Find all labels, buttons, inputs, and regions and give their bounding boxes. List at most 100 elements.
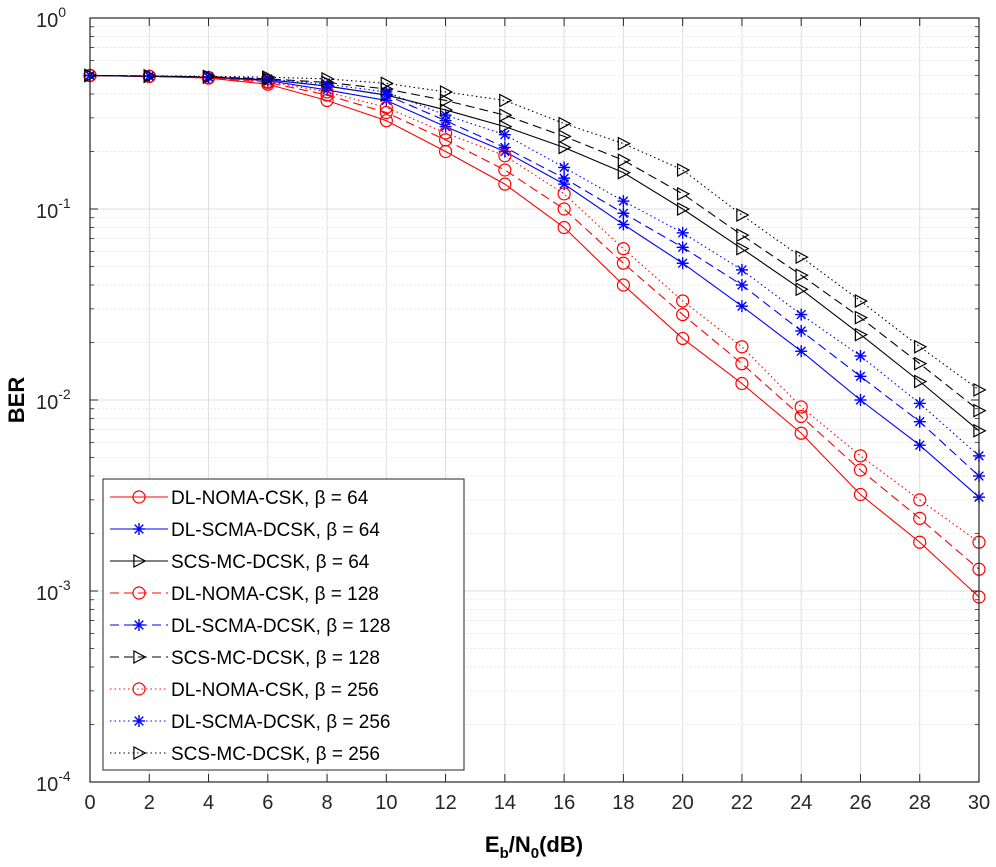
- data-point: [735, 300, 748, 313]
- data-point: [794, 426, 808, 440]
- data-point: [379, 105, 393, 120]
- legend-box: [102, 478, 465, 771]
- data-point: [133, 554, 147, 568]
- data-point: [676, 307, 690, 322]
- x-tick-label: 28: [909, 792, 931, 814]
- data-point: [676, 163, 691, 178]
- series-layer: [83, 68, 987, 604]
- data-point: [558, 140, 572, 155]
- data-point: [795, 308, 808, 321]
- series-8: [84, 69, 985, 462]
- data-point: [132, 682, 146, 696]
- data-point: [617, 165, 631, 180]
- x-tick-label: 2: [144, 792, 155, 814]
- legend-label: SCS-MC-DCSK, β = 64: [171, 552, 370, 573]
- data-point: [854, 310, 869, 325]
- data-point: [262, 70, 276, 85]
- data-point: [498, 149, 512, 163]
- data-point: [499, 93, 513, 108]
- data-point: [913, 439, 926, 452]
- star-stroke: [677, 242, 688, 253]
- legend: DL-NOMA-CSK, β = 64 DL-SCMA-DCSK, β = 64 S…: [102, 478, 465, 771]
- data-point: [617, 218, 630, 231]
- data-point: [498, 128, 511, 141]
- data-point: [795, 324, 808, 337]
- legend-entry: DL-SCMA-DCSK, β = 256: [110, 712, 390, 733]
- star-stroke: [914, 416, 925, 427]
- data-point: [132, 490, 146, 504]
- data-point: [736, 228, 750, 243]
- data-point: [133, 650, 147, 664]
- data-point: [439, 109, 452, 122]
- x-tick-label: 30: [968, 792, 990, 814]
- legend-entry: DL-SCMA-DCSK, β = 128: [110, 616, 390, 637]
- data-point: [914, 339, 928, 354]
- legend-entry: SCS-MC-DCSK, β = 64: [110, 552, 370, 573]
- data-point: [558, 172, 571, 185]
- legend-entry: DL-NOMA-CSK, β = 256: [110, 680, 379, 701]
- x-tick-label: 8: [322, 792, 333, 814]
- y-tick-label: 10-3: [36, 577, 71, 605]
- data-point: [735, 376, 749, 391]
- data-point: [854, 293, 869, 308]
- data-point: [735, 279, 748, 292]
- data-point: [380, 76, 394, 91]
- star-stroke: [855, 395, 866, 405]
- y-tick-label: 10-1: [36, 195, 71, 223]
- star-stroke: [134, 524, 144, 534]
- star-stroke: [855, 371, 866, 382]
- x-tick-label: 26: [849, 792, 871, 814]
- data-point: [913, 511, 927, 525]
- x-tick-label: 0: [84, 792, 95, 814]
- star-stroke: [381, 87, 392, 97]
- star-stroke: [914, 398, 925, 409]
- series-line: [89, 74, 980, 457]
- star-stroke: [618, 219, 629, 230]
- x-tick-label: 16: [553, 792, 575, 814]
- star-stroke: [737, 265, 747, 275]
- star-stroke: [618, 208, 629, 219]
- star-stroke: [677, 258, 688, 269]
- star-stroke: [134, 620, 144, 630]
- legend-entry: SCS-MC-DCSK, β = 128: [110, 648, 380, 669]
- legend-label: DL-NOMA-CSK, β = 128: [171, 584, 379, 605]
- data-point: [735, 357, 749, 371]
- data-point: [617, 195, 630, 208]
- data-point: [616, 278, 631, 292]
- star-stroke: [677, 228, 688, 238]
- data-point: [143, 68, 157, 83]
- data-point: [616, 242, 631, 256]
- data-point: [735, 340, 749, 354]
- data-point: [439, 133, 453, 147]
- series-line: [89, 74, 980, 543]
- series-line: [89, 74, 980, 598]
- legend-label: DL-SCMA-DCSK, β = 256: [171, 712, 390, 733]
- data-point: [794, 409, 808, 424]
- data-point: [321, 71, 335, 86]
- data-point: [853, 463, 868, 477]
- data-point: [676, 226, 689, 239]
- data-point: [132, 586, 146, 600]
- data-point: [913, 535, 927, 549]
- data-point: [795, 345, 808, 358]
- star-stroke: [500, 129, 510, 140]
- legend-entries: DL-NOMA-CSK, β = 64 DL-SCMA-DCSK, β = 64 S…: [110, 488, 390, 765]
- data-point: [913, 493, 927, 507]
- axis-ticks: [89, 17, 980, 783]
- y-tick-labels: 100 10-1 10-2 10-3 10-4: [36, 4, 71, 796]
- star-stroke: [618, 196, 629, 206]
- data-point: [617, 153, 631, 168]
- data-point: [439, 126, 453, 140]
- legend-label: DL-NOMA-CSK, β = 64: [171, 488, 369, 509]
- star-stroke: [914, 440, 925, 451]
- data-point: [676, 202, 691, 216]
- y-tick-label: 100: [36, 4, 66, 32]
- data-point: [913, 397, 926, 410]
- data-point: [558, 116, 572, 131]
- data-point: [202, 69, 217, 84]
- data-point: [853, 487, 868, 502]
- data-point: [914, 374, 928, 389]
- data-point: [676, 257, 689, 270]
- x-tick-label: 10: [375, 792, 397, 814]
